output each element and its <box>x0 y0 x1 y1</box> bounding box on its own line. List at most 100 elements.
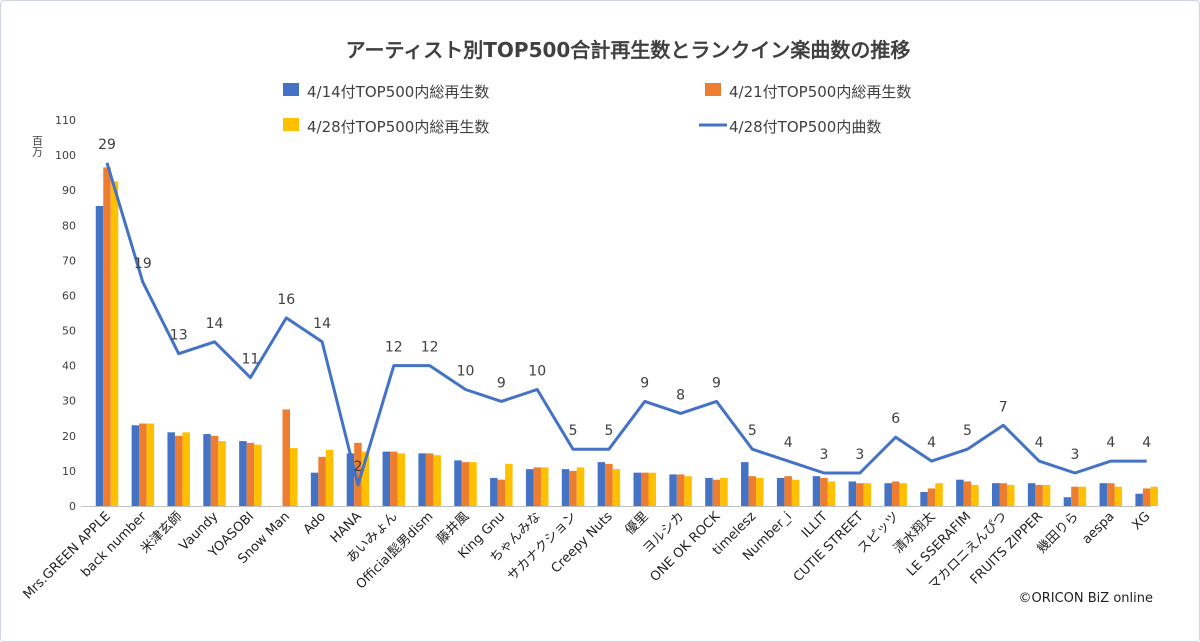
legend-label: 4/28付TOP500内曲数 <box>729 118 881 136</box>
line-data-label: 4 <box>1142 435 1151 451</box>
line-data-label: 4 <box>1106 435 1115 451</box>
bar <box>1007 484 1015 506</box>
bar <box>103 167 111 506</box>
line-data-label: 16 <box>277 292 295 308</box>
bar <box>139 423 147 506</box>
bar <box>748 476 757 506</box>
bar <box>884 483 892 506</box>
bar <box>282 409 290 506</box>
bar <box>433 455 441 506</box>
bar <box>992 483 1000 506</box>
bar <box>95 205 104 507</box>
bar <box>425 453 434 506</box>
y-tick-label: 90 <box>62 184 76 197</box>
bar <box>927 488 936 506</box>
bar <box>1107 483 1115 506</box>
bar <box>361 451 370 506</box>
bar <box>856 483 864 506</box>
line-data-label: 3 <box>1070 447 1079 463</box>
bar <box>999 483 1007 506</box>
line-data-label: 2 <box>353 459 362 475</box>
bar <box>741 462 749 506</box>
bar <box>246 442 255 506</box>
line-data-label: 11 <box>241 352 259 368</box>
bar <box>1099 483 1108 506</box>
bar <box>346 453 355 506</box>
bar <box>174 435 183 506</box>
bar <box>146 423 155 506</box>
bar <box>791 479 800 506</box>
bar <box>971 484 979 506</box>
line-data-label: 4 <box>1035 435 1044 451</box>
bar <box>1071 486 1079 506</box>
bar <box>1042 484 1051 506</box>
bar <box>1135 493 1143 506</box>
bar <box>633 472 641 506</box>
bar <box>712 479 721 506</box>
bar <box>505 463 513 506</box>
bar <box>354 442 362 506</box>
line-data-label: 13 <box>170 328 188 344</box>
bar <box>561 469 570 506</box>
line-data-label: 19 <box>134 256 152 272</box>
y-axis: 0 10 20 30 40 50 60 70 80 90 100 110 <box>55 114 76 513</box>
line-data-label: 6 <box>891 411 900 427</box>
x-tick-label: XG <box>1129 509 1153 533</box>
line-data-label: 9 <box>640 375 649 391</box>
bar <box>310 472 319 506</box>
legend-swatch <box>705 83 721 96</box>
bar <box>131 425 140 506</box>
line-data-label: 4 <box>784 435 793 451</box>
credit-text: ©ORICON BiZ online <box>1019 591 1154 606</box>
line-data-label: 12 <box>421 340 439 356</box>
y-tick-label: 70 <box>62 254 76 267</box>
bar <box>863 483 872 506</box>
line-data-label: 3 <box>855 447 864 463</box>
line-data-label: 5 <box>748 423 757 439</box>
bar <box>784 476 792 506</box>
line-data-label: 5 <box>963 423 972 439</box>
bar <box>454 460 462 506</box>
y-tick-label: 20 <box>62 430 76 443</box>
bar <box>956 479 964 506</box>
bar <box>469 462 477 506</box>
line-data-label: 9 <box>712 375 721 391</box>
legend-label: 4/21付TOP500内総再生数 <box>729 83 911 101</box>
y-tick-label: 10 <box>62 465 76 478</box>
bar <box>533 467 541 506</box>
bar <box>461 462 470 506</box>
line-data-label: 4 <box>927 435 936 451</box>
bar <box>1035 484 1043 506</box>
x-tick-label: aespa <box>1079 509 1117 547</box>
y-tick-label: 0 <box>69 500 76 513</box>
bar <box>605 463 613 506</box>
bar <box>182 432 190 506</box>
bar <box>641 472 649 506</box>
line-data-label: 3 <box>820 447 829 463</box>
bar <box>899 483 907 506</box>
legend: 4/14付TOP500内総再生数 4/21付TOP500内総再生数 4/28付TOP… <box>283 83 911 136</box>
line-data-label: 29 <box>98 137 116 153</box>
bar <box>382 451 391 506</box>
bar <box>210 435 219 506</box>
bar <box>1142 488 1151 506</box>
chart-title: アーティスト別TOP500合計再生数とランクイン楽曲数の推移 <box>346 38 911 62</box>
y-tick-label: 30 <box>62 395 76 408</box>
bar <box>318 456 326 506</box>
x-tick-label: Ado <box>301 509 329 537</box>
bar <box>848 481 857 506</box>
bar <box>935 483 943 506</box>
y-tick-label: 50 <box>62 325 76 338</box>
bar <box>891 481 900 506</box>
bar <box>648 472 656 506</box>
line-series: 29 19 13 14 11 16 14 2 12 12 10 9 10 5 5 9 8 9 5 4 3 3 6 4 5 7 4 3 4… <box>98 137 1151 487</box>
line-series-path <box>105 162 1147 487</box>
legend-label: 4/28付TOP500内総再生数 <box>307 118 489 136</box>
bar <box>390 451 398 506</box>
bar <box>1027 483 1036 506</box>
line-data-label: 5 <box>604 423 613 439</box>
bar <box>920 491 928 506</box>
y-tick-label: 80 <box>62 219 76 232</box>
y-tick-label: 40 <box>62 360 76 373</box>
